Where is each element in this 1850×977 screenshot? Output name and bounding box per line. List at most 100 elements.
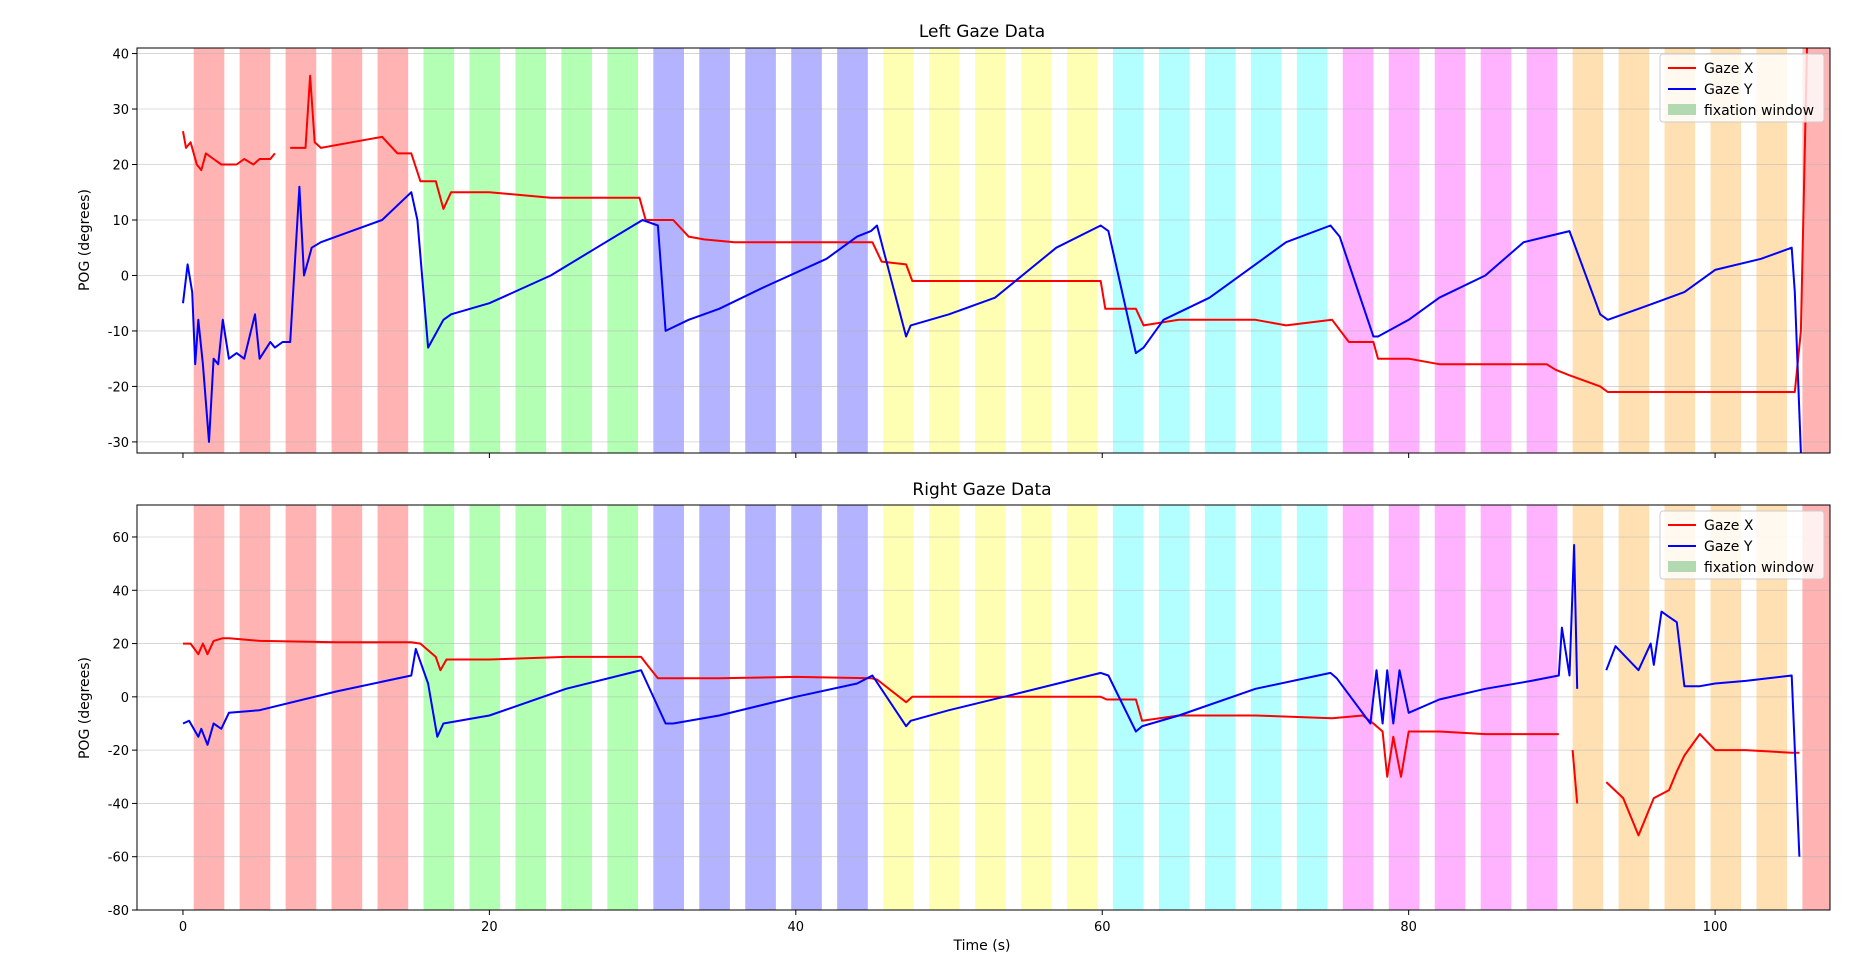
y-tick-label: 0 bbox=[121, 269, 129, 284]
fixation-window-span bbox=[331, 48, 363, 453]
fixation-window-span bbox=[1388, 505, 1420, 910]
series-line-gaze-y bbox=[182, 185, 1802, 454]
y-tick-label: 10 bbox=[112, 214, 129, 229]
legend-label: Gaze Y bbox=[1704, 82, 1753, 98]
fixation-window-span bbox=[1250, 505, 1282, 910]
fixation-window-span bbox=[837, 505, 868, 910]
fixation-window-span bbox=[975, 48, 1006, 453]
fixation-window-span bbox=[699, 48, 730, 453]
fixation-window-span bbox=[653, 48, 684, 453]
fixation-window-span bbox=[515, 48, 547, 453]
plot-frame bbox=[136, 504, 1831, 911]
x-tick-label: 40 bbox=[788, 920, 805, 935]
legend-label: Gaze Y bbox=[1704, 539, 1753, 555]
x-ticks bbox=[182, 453, 1716, 458]
fixation-window-span bbox=[745, 48, 776, 453]
fixation-window-span bbox=[239, 505, 271, 910]
fixation-window-span bbox=[791, 48, 822, 453]
series-lines bbox=[182, 47, 1808, 454]
y-ticks: -80 -60 -40 -20 0 20 40 60 bbox=[108, 531, 137, 919]
fixation-window-span bbox=[469, 48, 501, 453]
fixation-window-span bbox=[1112, 48, 1144, 453]
fixation-window-span bbox=[1067, 48, 1098, 453]
panel-left-gaze: Left Gaze Data POG (degrees) -30 -20 -10 0 1… bbox=[77, 22, 1831, 458]
fixation-window-span bbox=[377, 48, 409, 453]
fixation-window-span bbox=[515, 505, 547, 910]
x-ticks: 0 20 40 60 80 100 bbox=[179, 910, 1728, 935]
legend-box bbox=[1659, 510, 1825, 580]
fixation-window-span bbox=[331, 505, 363, 910]
fixation-window-span bbox=[1158, 48, 1190, 453]
x-tick-label: 20 bbox=[481, 920, 498, 935]
fixation-window-span bbox=[1296, 505, 1328, 910]
series-line-gaze-x bbox=[183, 637, 1800, 837]
y-tick-label: 40 bbox=[112, 48, 129, 63]
x-tick-label: 60 bbox=[1094, 920, 1111, 935]
x-tick-label: 100 bbox=[1703, 920, 1728, 935]
fixation-window-span bbox=[1480, 48, 1512, 453]
fixation-window-span bbox=[193, 505, 225, 910]
fixation-window-span bbox=[1572, 505, 1604, 910]
fixation-window-span bbox=[1526, 48, 1558, 453]
legend-label: fixation window bbox=[1704, 560, 1814, 576]
fixation-window-span bbox=[239, 48, 271, 453]
fixation-window-span bbox=[561, 505, 593, 910]
legend-swatch bbox=[1668, 104, 1696, 115]
y-tick-label: -80 bbox=[108, 904, 129, 919]
fixation-window-span bbox=[975, 505, 1006, 910]
y-tick-label: 20 bbox=[112, 159, 129, 174]
fixation-window-span bbox=[1067, 505, 1098, 910]
fixation-window-span bbox=[791, 505, 822, 910]
fixation-window-span bbox=[561, 48, 593, 453]
gridlines bbox=[137, 53, 1830, 443]
fixation-window-span bbox=[1158, 505, 1190, 910]
panel-title: Left Gaze Data bbox=[919, 22, 1045, 42]
panel-title: Right Gaze Data bbox=[912, 480, 1051, 500]
y-tick-label: 0 bbox=[121, 691, 129, 706]
legend-label: fixation window bbox=[1704, 103, 1814, 119]
legend: Gaze X Gaze Y fixation window bbox=[1659, 510, 1825, 580]
fixation-window-span bbox=[1342, 48, 1374, 453]
fixation-window-span bbox=[1526, 505, 1558, 910]
y-tick-label: 30 bbox=[112, 103, 129, 118]
y-tick-label: 40 bbox=[112, 584, 129, 599]
y-tick-label: -20 bbox=[108, 380, 129, 395]
fixation-window-span bbox=[285, 505, 317, 910]
legend-label: Gaze X bbox=[1704, 518, 1754, 534]
fixation-window-span bbox=[1434, 505, 1466, 910]
fixation-window-span bbox=[929, 505, 960, 910]
fixation-window-span bbox=[1480, 505, 1512, 910]
x-tick-label: 80 bbox=[1400, 920, 1417, 935]
fixation-window-span bbox=[1618, 48, 1650, 453]
fixation-window-span bbox=[837, 48, 868, 453]
y-tick-label: -30 bbox=[108, 436, 129, 451]
legend: Gaze X Gaze Y fixation window bbox=[1659, 53, 1825, 123]
y-axis-label: POG (degrees) bbox=[77, 189, 93, 291]
fixation-window-span bbox=[1296, 48, 1328, 453]
fixation-window-span bbox=[1021, 505, 1052, 910]
fixation-window-span bbox=[423, 48, 455, 453]
fixation-window-span bbox=[607, 505, 639, 910]
fixation-window-span bbox=[377, 505, 409, 910]
fixation-windows bbox=[193, 505, 1830, 910]
fixation-window-span bbox=[883, 505, 914, 910]
y-tick-label: -20 bbox=[108, 744, 129, 759]
series-lines bbox=[182, 544, 1801, 857]
fixation-window-span bbox=[1388, 48, 1420, 453]
x-tick-label: 0 bbox=[179, 920, 187, 935]
fixation-window-span bbox=[1618, 505, 1650, 910]
legend-swatch bbox=[1668, 561, 1696, 572]
y-axis-label: POG (degrees) bbox=[77, 657, 93, 759]
fixation-window-span bbox=[607, 48, 639, 453]
y-tick-label: -40 bbox=[108, 797, 129, 812]
fixation-window-span bbox=[423, 505, 455, 910]
fixation-window-span bbox=[883, 48, 914, 453]
y-tick-label: -60 bbox=[108, 851, 129, 866]
fixation-window-span bbox=[1204, 505, 1236, 910]
series-line-gaze-x bbox=[182, 47, 1808, 393]
x-axis-label: Time (s) bbox=[953, 938, 1011, 954]
fixation-window-span bbox=[1250, 48, 1282, 453]
legend-box bbox=[1659, 53, 1825, 123]
fixation-window-span bbox=[699, 505, 730, 910]
